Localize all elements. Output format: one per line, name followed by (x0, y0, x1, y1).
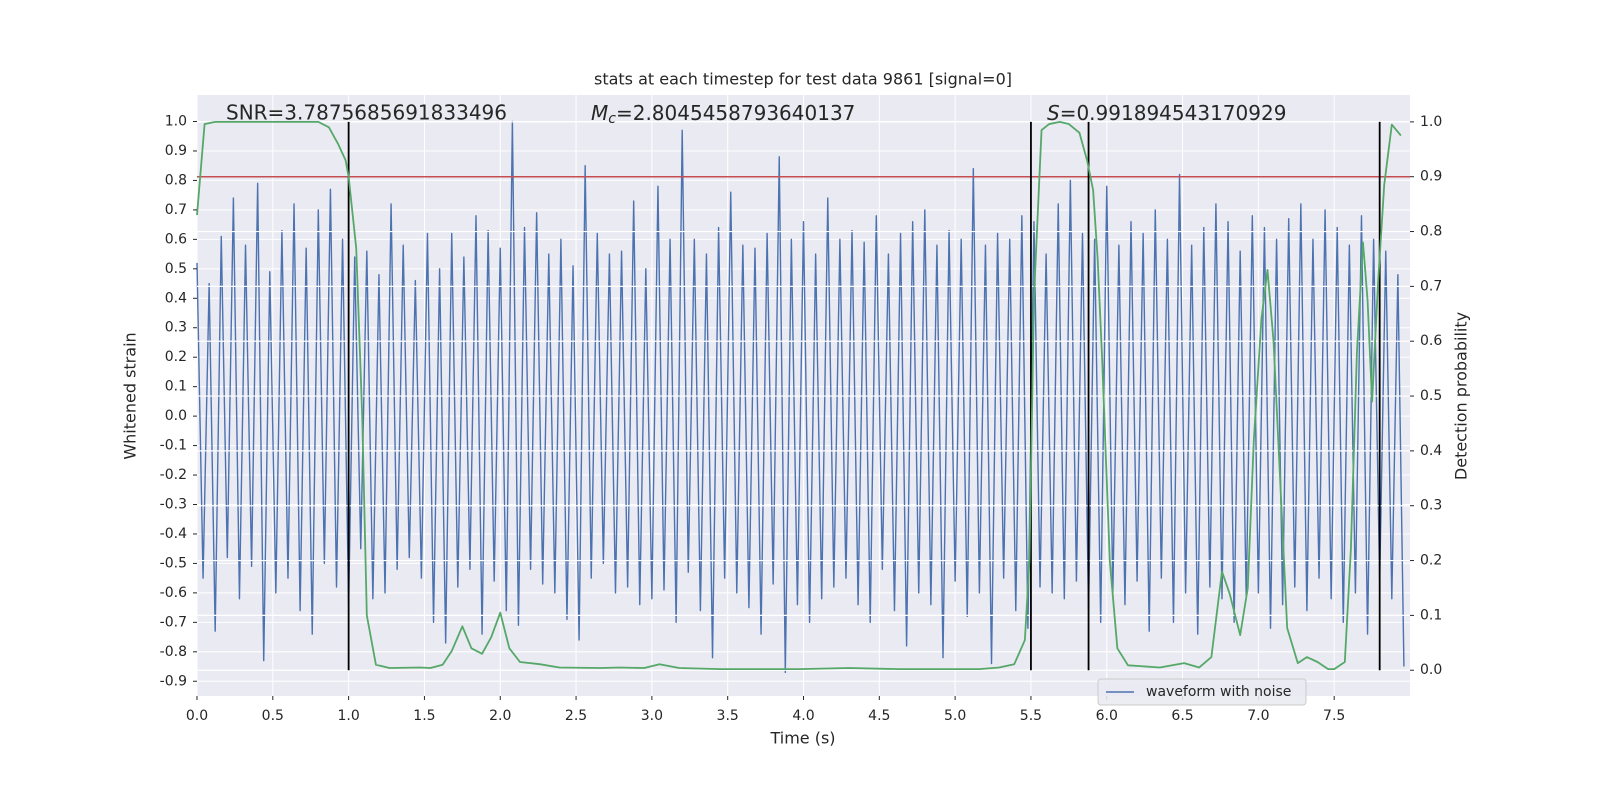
y-tick-label: 0.8 (165, 172, 187, 188)
x-tick-label: 3.5 (717, 708, 739, 724)
y-tick-label: 0.7 (165, 202, 187, 218)
y2-axis-label: Detection probability (1452, 312, 1471, 480)
annotation: Mc=2.8045458793640137 (591, 101, 855, 128)
y-tick-label: 0.6 (165, 231, 187, 247)
overlay (196, 120, 1410, 671)
x-axis-label: Time (s) (769, 729, 835, 748)
y-tick-label: 0.5 (165, 261, 187, 277)
x-tick-label: 2.0 (489, 708, 511, 724)
annotation-symbol: S (1047, 101, 1060, 125)
legend-box (1097, 678, 1307, 706)
y-tick-label: -0.6 (160, 585, 187, 601)
y-tick-label: -0.1 (160, 438, 187, 454)
y-tick-label: -0.2 (160, 467, 187, 483)
x-tick-label: 7.0 (1247, 708, 1269, 724)
waveform-line (196, 120, 1405, 674)
x-tick-label: 0.5 (262, 708, 284, 724)
y-tick-label: -0.3 (160, 497, 187, 513)
x-tick-label: 3.0 (641, 708, 663, 724)
y2-tick-label: 0.8 (1420, 224, 1442, 240)
y2-tick-label: 0.2 (1420, 553, 1442, 569)
y-tick-label: -0.4 (160, 526, 187, 542)
annotation: SNR=3.7875685691833496 (226, 101, 507, 125)
y-tick-label: 0.3 (165, 320, 187, 336)
y-tick-label: 0.0 (165, 408, 187, 424)
y2-tick-label: 0.3 (1420, 498, 1442, 514)
y-tick-label: 0.9 (165, 143, 187, 159)
x-tick-label: 1.0 (337, 708, 359, 724)
x-tick-label: 6.5 (1171, 708, 1193, 724)
marks (196, 120, 1405, 674)
x-tick-label: 5.0 (944, 708, 966, 724)
y-tick-label: 0.2 (165, 349, 187, 365)
y2-tick-label: 0.4 (1420, 443, 1442, 459)
probability-line (196, 120, 1402, 671)
y-tick-label: -0.7 (160, 614, 187, 630)
x-tick-label: 5.5 (1020, 708, 1042, 724)
y2-tick-label: 0.7 (1420, 278, 1442, 294)
x-tick-label: 6.0 (1096, 708, 1118, 724)
y-tick-label: -0.5 (160, 555, 187, 571)
y-tick-label: 0.1 (165, 379, 187, 395)
x-tick-label: 7.5 (1323, 708, 1345, 724)
annotation-symbol: M (591, 101, 608, 125)
x-tick-label: 4.0 (792, 708, 814, 724)
y-tick-label: -0.8 (160, 644, 187, 660)
y-tick-label: 1.0 (165, 114, 187, 130)
y2-tick-label: 0.0 (1420, 662, 1442, 678)
annotation-value: =0.991894543170929 (1060, 101, 1287, 125)
x-tick-label: 0.0 (186, 708, 208, 724)
x-tick-label: 1.5 (413, 708, 435, 724)
y-axis-label: Whitened strain (121, 332, 140, 459)
y2-tick-label: 1.0 (1420, 114, 1442, 130)
y2-tick-label: 0.5 (1420, 388, 1442, 404)
y-tick-label: 0.4 (165, 290, 187, 306)
legend: waveform with noise (1097, 678, 1307, 706)
y2-tick-label: 0.6 (1420, 333, 1442, 349)
x-tick-label: 4.5 (868, 708, 890, 724)
legend-label: waveform with noise (1146, 684, 1291, 700)
chart-title: stats at each timestep for test data 986… (594, 70, 1012, 89)
x-tick-label: 2.5 (565, 708, 587, 724)
annotation-subscript: c (608, 111, 616, 127)
y2-tick-label: 0.1 (1420, 607, 1442, 623)
y2-tick-label: 0.9 (1420, 169, 1442, 185)
labels: SNR=3.7875685691833496 Mc=2.804545879364… (160, 101, 1443, 725)
annotation: S=0.991894543170929 (1047, 101, 1286, 125)
annotation-value: =2.8045458793640137 (616, 101, 855, 125)
y-tick-label: -0.9 (160, 673, 187, 689)
